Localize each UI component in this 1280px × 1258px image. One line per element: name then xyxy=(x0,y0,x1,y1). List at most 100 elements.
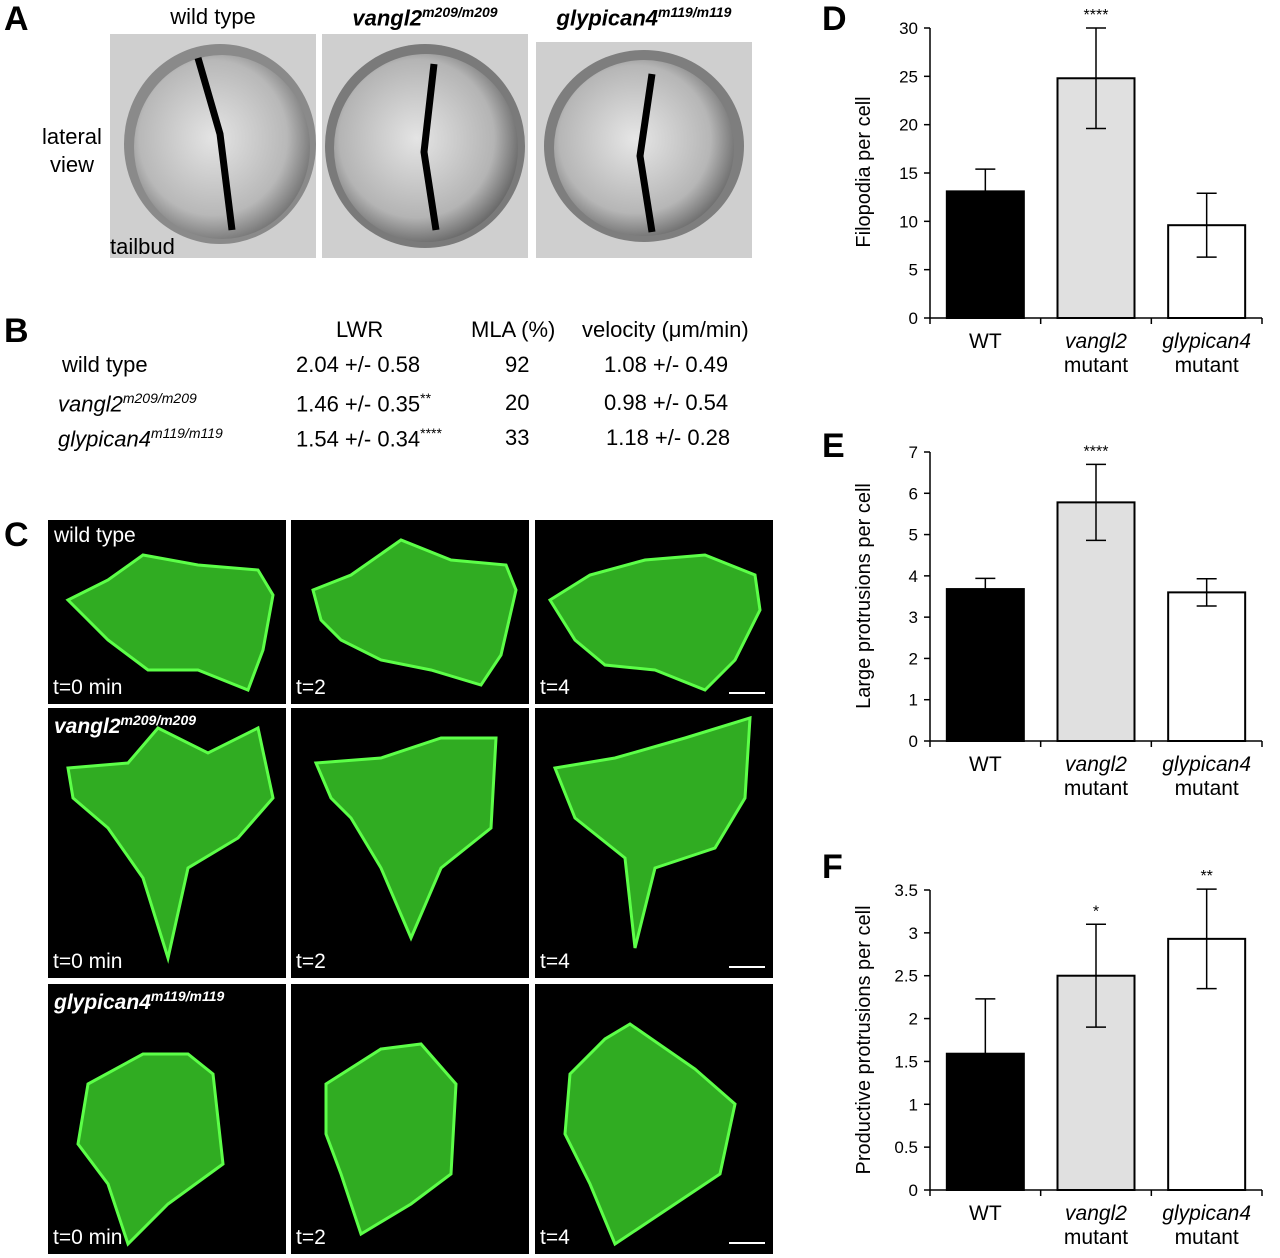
scale-bar xyxy=(729,692,765,694)
micrograph-wild-type-t2: t=2 xyxy=(291,520,529,704)
cell-image xyxy=(547,553,762,692)
category-label: glypican4 xyxy=(1162,330,1251,353)
category-label: glypican4 xyxy=(1162,1202,1251,1225)
time-label: t=4 xyxy=(540,1226,570,1249)
cell-outline xyxy=(76,1052,225,1247)
bar xyxy=(945,588,1025,742)
embryo-title-sup: m119/m119 xyxy=(658,4,732,20)
cell-outline xyxy=(313,736,498,942)
cell-outline xyxy=(65,553,275,692)
view-label: view xyxy=(50,152,95,177)
category-label: WT xyxy=(969,330,1002,353)
header-velocity: velocity (μm/min) xyxy=(582,317,749,342)
row-mla: 33 xyxy=(505,425,530,450)
embryo-title-glypican4: glypican4m119/m119 xyxy=(536,4,752,31)
y-tick-label: 5 xyxy=(909,261,918,280)
embryo-image-wild-type xyxy=(110,34,316,258)
time-label: t=0 min xyxy=(53,1226,123,1249)
y-tick-label: 10 xyxy=(899,212,918,231)
y-tick-label: 15 xyxy=(899,164,918,183)
embryo-title-wild-type: wild type xyxy=(110,4,316,30)
time-label: t=0 min xyxy=(53,676,123,699)
row-label-base: vangl2 xyxy=(54,715,121,738)
row-mla: 20 xyxy=(505,390,530,415)
panel-label-e: E xyxy=(822,427,845,465)
embryo-title-base: vangl2 xyxy=(352,5,423,31)
lwr-significance: ** xyxy=(420,390,432,406)
category-label: mutant xyxy=(1064,354,1128,377)
row-velocity: 0.98 +/- 0.54 xyxy=(604,390,729,415)
significance-label: * xyxy=(1093,903,1099,920)
y-axis-label: Filopodia per cell xyxy=(853,96,875,247)
row-genotype: wild type xyxy=(62,352,148,378)
time-label: t=4 xyxy=(540,676,570,699)
row-lwr: 1.54 +/- 0.34**** xyxy=(296,425,442,452)
panel-label-d: D xyxy=(822,0,847,38)
micrograph-vangl2-t4: t=4 xyxy=(535,708,773,978)
y-tick-label: 6 xyxy=(909,484,918,503)
panel-label-c: C xyxy=(4,516,29,554)
micrograph-vangl2-t0: t=0 min vangl2m209/m209 xyxy=(48,708,286,978)
category-label: WT xyxy=(969,753,1002,776)
y-tick-label: 25 xyxy=(899,67,918,86)
micrograph-glypican4-t2: t=2 xyxy=(291,984,529,1254)
header-mla: MLA (%) xyxy=(471,317,556,342)
time-label: t=2 xyxy=(296,950,326,973)
micrograph-glypican4-t4: t=4 xyxy=(535,984,773,1254)
y-tick-label: 3 xyxy=(909,924,918,943)
scale-bar xyxy=(729,1242,765,1244)
category-label: mutant xyxy=(1064,1226,1128,1249)
tailbud-label: tailbud xyxy=(110,234,175,259)
embryo-image-glypican4 xyxy=(536,42,752,258)
y-tick-label: 1 xyxy=(909,691,918,710)
category-label: mutant xyxy=(1175,354,1239,377)
cell-outline xyxy=(563,1022,737,1247)
micrograph-vangl2-t2: t=2 xyxy=(291,708,529,978)
time-label: t=4 xyxy=(540,950,570,973)
embryo-title-sup: m209/m209 xyxy=(422,4,498,20)
cell-image xyxy=(66,725,275,964)
cell-outline xyxy=(66,725,275,964)
bar xyxy=(1056,501,1136,742)
y-tick-label: 2.5 xyxy=(894,967,918,986)
row-label-base: glypican4 xyxy=(54,991,151,1014)
embryo-image-vangl2 xyxy=(322,34,528,258)
cell-image xyxy=(76,1052,225,1247)
cell-outline xyxy=(324,1042,458,1237)
y-tick-label: 4 xyxy=(909,567,918,586)
category-label: mutant xyxy=(1175,1226,1239,1249)
cell-image xyxy=(324,1042,458,1237)
micrograph-wild-type-t4: t=4 xyxy=(535,520,773,704)
genotype-name: vangl2 xyxy=(58,391,123,417)
y-tick-label: 2 xyxy=(909,649,918,668)
significance-label: **** xyxy=(1084,443,1109,460)
panel-label-a: A xyxy=(4,0,29,38)
y-tick-label: 1.5 xyxy=(894,1052,918,1071)
cell-image xyxy=(65,553,275,692)
row-label-vangl2: vangl2m209/m209 xyxy=(54,712,196,739)
row-label-glypican4: glypican4m119/m119 xyxy=(54,988,224,1015)
lwr-value: 1.46 +/- 0.35 xyxy=(296,391,421,417)
row-genotype: glypican4m119/m119 xyxy=(58,425,223,452)
cell-image xyxy=(552,715,752,949)
embryo-vangl2-drawing xyxy=(325,44,525,248)
category-label: vangl2 xyxy=(1065,753,1127,776)
row-velocity: 1.18 +/- 0.28 xyxy=(606,425,731,450)
y-tick-label: 5 xyxy=(909,526,918,545)
category-label: vangl2 xyxy=(1065,330,1127,353)
y-tick-label: 7 xyxy=(909,443,918,462)
genotype-name: wild type xyxy=(62,352,148,377)
category-label: glypican4 xyxy=(1162,753,1251,776)
row-label-sup: m209/m209 xyxy=(120,712,197,728)
header-lwr: LWR xyxy=(336,317,384,342)
row-velocity: 1.08 +/- 0.49 xyxy=(604,352,729,377)
embryo-title-base: glypican4 xyxy=(556,5,659,31)
row-label-base: wild type xyxy=(54,524,136,547)
y-tick-label: 2 xyxy=(909,1010,918,1029)
cell-image xyxy=(563,1022,737,1247)
row-lwr: 2.04 +/- 0.58 xyxy=(296,352,420,378)
y-tick-label: 0.5 xyxy=(894,1138,918,1157)
y-tick-label: 0 xyxy=(909,732,918,751)
significance-label: **** xyxy=(1084,7,1109,24)
